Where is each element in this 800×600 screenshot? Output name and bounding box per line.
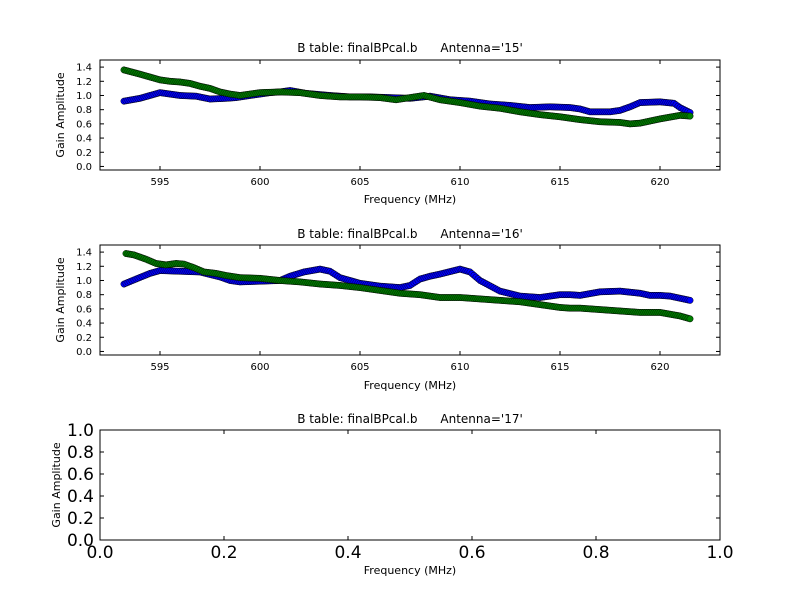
panel-antenna-15: B table: finalBPcal.b Antenna='15' 595 60… bbox=[54, 41, 721, 206]
panel-2-xlabel: Frequency (MHz) bbox=[364, 379, 456, 392]
xtick-label: 0.8 bbox=[582, 543, 609, 563]
ytick-label: 1.2 bbox=[76, 262, 92, 273]
data-point bbox=[686, 296, 694, 304]
panel-3-ylabel: Gain Amplitude bbox=[50, 442, 63, 527]
ytick-label: 0.4 bbox=[76, 134, 92, 145]
xtick-label: 595 bbox=[150, 362, 169, 373]
panel-1-title: B table: finalBPcal.b Antenna='15' bbox=[297, 41, 523, 55]
panel-antenna-16: B table: finalBPcal.b Antenna='16' 595 60… bbox=[54, 227, 721, 392]
series-2 bbox=[122, 250, 694, 323]
ytick-label: 0.8 bbox=[67, 443, 94, 463]
ytick-label: 0.2 bbox=[76, 333, 92, 344]
ytick-label: 0.6 bbox=[67, 465, 94, 485]
xtick-label: 600 bbox=[250, 362, 269, 373]
ytick-label: 0.2 bbox=[67, 509, 94, 529]
panel-1-xticks: 595 600 605 610 615 620 bbox=[150, 60, 670, 188]
panel-3-xlabel: Frequency (MHz) bbox=[364, 564, 456, 577]
ytick-label: 0.0 bbox=[67, 531, 94, 551]
panel-3-axes-frame bbox=[99, 429, 721, 541]
ytick-label: 1.4 bbox=[76, 63, 92, 74]
ytick-label: 1.0 bbox=[76, 276, 92, 287]
xtick-label: 605 bbox=[350, 177, 369, 188]
ytick-label: 0.0 bbox=[76, 347, 92, 358]
panel-2-data-points bbox=[120, 250, 694, 323]
xtick-label: 610 bbox=[450, 177, 469, 188]
xtick-label: 600 bbox=[250, 177, 269, 188]
ytick-label: 0.2 bbox=[76, 148, 92, 159]
xtick-label: 615 bbox=[550, 177, 569, 188]
panel-1-yticks: 0.0 0.2 0.4 0.6 0.8 1.0 1.2 1.4 bbox=[76, 63, 720, 173]
ytick-label: 0.0 bbox=[76, 162, 92, 173]
ytick-label: 0.4 bbox=[67, 487, 94, 507]
panel-2-title: B table: finalBPcal.b Antenna='16' bbox=[297, 227, 523, 241]
panel-1-xlabel: Frequency (MHz) bbox=[364, 193, 456, 206]
xtick-label: 1.0 bbox=[706, 543, 733, 563]
series-2 bbox=[120, 66, 694, 128]
data-point bbox=[686, 112, 694, 120]
ytick-label: 1.0 bbox=[76, 91, 92, 102]
panel-2-xticks: 595 600 605 610 615 620 bbox=[150, 245, 670, 373]
xtick-label: 595 bbox=[150, 177, 169, 188]
xtick-label: 0.4 bbox=[334, 543, 361, 563]
ytick-label: 1.4 bbox=[76, 248, 92, 259]
ytick-label: 1.2 bbox=[76, 77, 92, 88]
xtick-label: 0.0 bbox=[86, 543, 113, 563]
xtick-label: 0.6 bbox=[458, 543, 485, 563]
xtick-label: 615 bbox=[550, 362, 569, 373]
ytick-label: 1.0 bbox=[67, 421, 94, 441]
ytick-label: 0.6 bbox=[76, 304, 92, 315]
data-point bbox=[686, 315, 694, 323]
ytick-label: 0.8 bbox=[76, 105, 92, 116]
xtick-label: 0.2 bbox=[210, 543, 237, 563]
panel-3-title: B table: finalBPcal.b Antenna='17' bbox=[297, 412, 523, 426]
panel-antenna-17: B table: finalBPcal.b Antenna='17' 0.0 0.… bbox=[50, 412, 734, 577]
panel-2-axes-frame bbox=[99, 244, 721, 356]
xtick-label: 620 bbox=[650, 362, 669, 373]
panel-1-data-points bbox=[120, 66, 694, 128]
ytick-label: 0.4 bbox=[76, 319, 92, 330]
ytick-label: 0.8 bbox=[76, 290, 92, 301]
xtick-label: 610 bbox=[450, 362, 469, 373]
ytick-label: 0.6 bbox=[76, 119, 92, 130]
xtick-label: 605 bbox=[350, 362, 369, 373]
xtick-label: 620 bbox=[650, 177, 669, 188]
panel-2-ylabel: Gain Amplitude bbox=[54, 257, 67, 342]
panel-3-xticks: 0.0 0.2 0.4 0.6 0.8 1.0 bbox=[86, 430, 734, 563]
panel-3-yticks: 0.00.20.40.60.81.0 bbox=[67, 421, 720, 551]
panel-2-yticks: 0.0 0.2 0.4 0.6 0.8 1.0 1.2 1.4 bbox=[76, 248, 720, 358]
panel-1-axes-frame bbox=[99, 59, 721, 171]
panel-1-ylabel: Gain Amplitude bbox=[54, 72, 67, 157]
